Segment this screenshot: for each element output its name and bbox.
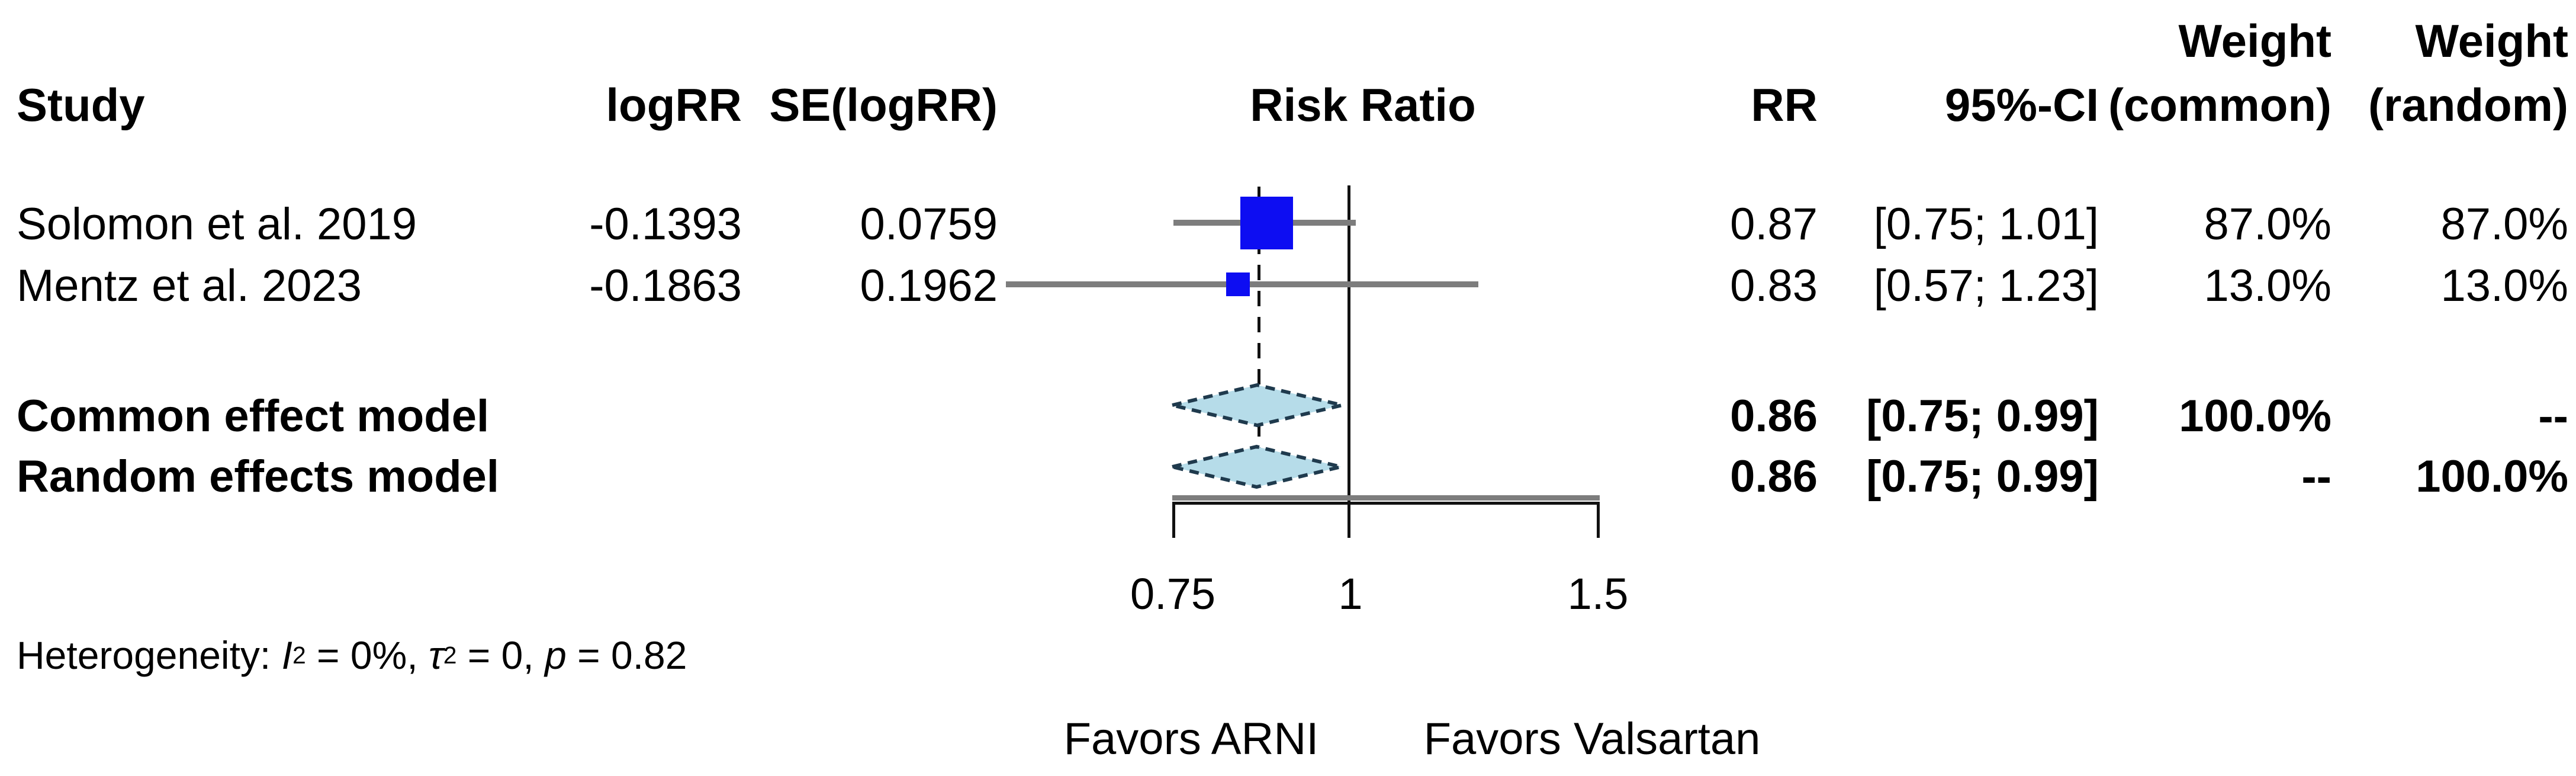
header-se-logrr: SE(logRR) <box>769 79 998 131</box>
study-2-weight-common: 13.0% <box>2204 261 2332 311</box>
het-i-sup: 2 <box>292 641 306 669</box>
axis-baseline-gray <box>1172 495 1600 501</box>
axis-line <box>1172 502 1600 505</box>
pooled-estimate-dashed-line <box>1258 187 1260 486</box>
header-weight-random: (random) <box>2368 79 2568 131</box>
het-tau-sup: 2 <box>443 641 457 669</box>
study-2-se: 0.1962 <box>860 261 998 311</box>
het-seg3: = 0.82 <box>566 633 687 677</box>
study-2-rr: 0.83 <box>1730 261 1818 311</box>
reference-line-rr-1 <box>1348 185 1350 538</box>
header-rr: RR <box>1751 79 1818 131</box>
header-study: Study <box>17 79 145 131</box>
random-effects-diamond <box>1172 444 1342 489</box>
het-tau-symbol: τ <box>429 633 443 677</box>
axis-label-15: 1.5 <box>1567 569 1629 618</box>
model-random-name: Random effects model <box>17 451 500 502</box>
study-1-rr: 0.87 <box>1730 199 1818 249</box>
model-common-weight-common: 100.0% <box>2179 391 2331 441</box>
study-1-weight-square <box>1240 197 1293 249</box>
model-common-name: Common effect model <box>17 391 490 441</box>
study-1-name: Solomon et al. 2019 <box>17 199 417 249</box>
study-2-logrr: -0.1863 <box>589 261 742 311</box>
model-common-rr: 0.86 <box>1730 391 1818 441</box>
study-1-weight-random: 87.0% <box>2440 199 2569 249</box>
header-weight-random-line1: Weight <box>2415 15 2568 67</box>
model-random-rr: 0.86 <box>1730 451 1818 502</box>
header-95ci: 95%-CI <box>1944 79 2099 131</box>
model-random-ci: [0.75; 0.99] <box>1866 451 2099 502</box>
axis-tick-15 <box>1597 502 1600 538</box>
header-logrr: logRR <box>606 79 742 131</box>
het-p-symbol: p <box>545 633 567 677</box>
model-common-weight-random: -- <box>2538 391 2568 441</box>
het-i-symbol: I <box>281 633 292 677</box>
study-2-weight-random: 13.0% <box>2440 261 2569 311</box>
model-common-ci: [0.75; 0.99] <box>1866 391 2099 441</box>
study-1-se: 0.0759 <box>860 199 998 249</box>
study-1-logrr: -0.1393 <box>589 199 742 249</box>
header-weight-common-line1: Weight <box>2178 15 2331 67</box>
het-seg1: = 0%, <box>305 633 429 677</box>
model-random-weight-random: 100.0% <box>2416 451 2568 502</box>
favors-right-label: Favors Valsartan <box>1423 714 1761 764</box>
axis-label-075: 0.75 <box>1130 569 1216 618</box>
het-seg2: = 0, <box>456 633 545 677</box>
study-1-weight-common: 87.0% <box>2204 199 2332 249</box>
header-risk-ratio: Risk Ratio <box>1250 79 1476 131</box>
het-prefix: Heterogeneity: <box>17 633 282 677</box>
model-random-weight-common: -- <box>2301 451 2331 502</box>
header-weight-common: (common) <box>2108 79 2331 131</box>
axis-label-1: 1 <box>1338 569 1363 618</box>
study-2-ci: [0.57; 1.23] <box>1873 261 2099 311</box>
study-1-ci: [0.75; 1.01] <box>1873 199 2099 249</box>
study-2-name: Mentz et al. 2023 <box>17 261 362 311</box>
axis-tick-075 <box>1172 502 1175 538</box>
favors-left-label: Favors ARNI <box>1063 714 1319 764</box>
common-effect-diamond <box>1172 383 1343 428</box>
study-2-weight-square <box>1226 272 1250 296</box>
